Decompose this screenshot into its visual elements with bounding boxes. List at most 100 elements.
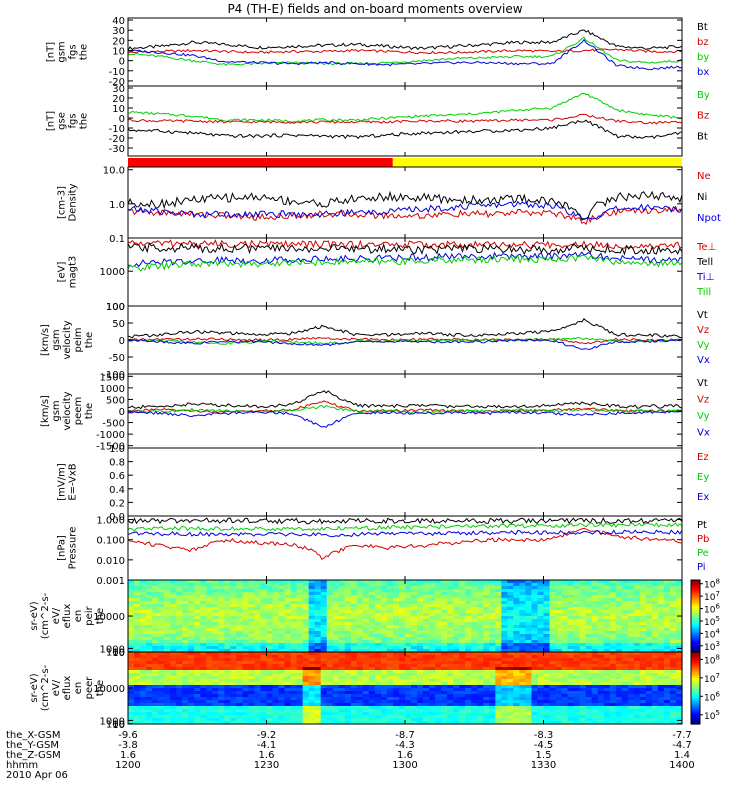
spectrogram-cell	[386, 670, 394, 674]
spectrogram-cell	[290, 664, 298, 668]
spectrogram-cell	[152, 580, 159, 584]
spectrogram-cell	[441, 658, 448, 662]
spectrogram-cell	[386, 652, 394, 656]
spectrogram-cell	[368, 616, 376, 620]
spectrogram-cell	[645, 616, 653, 620]
spectrogram-cell	[320, 637, 328, 641]
spectrogram-cell	[405, 721, 412, 725]
spectrogram-cell	[290, 595, 298, 599]
colorbar-swatch	[691, 635, 700, 637]
spectrogram-cell	[290, 670, 298, 674]
spectrogram-cell	[152, 601, 159, 605]
spectrogram-cell	[326, 718, 334, 722]
spectrogram-cell	[573, 619, 581, 623]
spectrogram-cell	[657, 700, 665, 704]
spectrogram-cell	[128, 589, 135, 593]
spectrogram-cell	[260, 589, 268, 593]
spectrogram-cell	[537, 586, 545, 590]
spectrogram-cell	[152, 646, 159, 650]
footer-value: 1.6	[120, 750, 136, 761]
spectrogram-cell	[615, 616, 623, 620]
spectrogram-cell	[188, 706, 195, 710]
spectrogram-cell	[483, 655, 490, 659]
spectrogram-cell	[507, 613, 514, 617]
spectrogram-cell	[543, 607, 551, 611]
spectrogram-cell	[531, 589, 539, 593]
legend-Pi: Pi	[697, 562, 706, 573]
spectrogram-cell	[597, 610, 605, 614]
spectrogram-cell	[362, 643, 370, 647]
spectrogram-cell	[326, 670, 334, 674]
spectrogram-cell	[386, 616, 394, 620]
spectrogram-cell	[477, 697, 484, 701]
spectrogram-cell	[236, 631, 244, 635]
spectrogram-cell	[633, 694, 641, 698]
spectrogram-cell	[314, 655, 322, 659]
spectrogram-cell	[152, 637, 159, 641]
spectrogram-cell	[206, 658, 213, 662]
spectrogram-cell	[597, 640, 605, 644]
spectrogram-cell	[200, 679, 207, 683]
spectrogram-cell	[549, 709, 557, 713]
spectrogram-cell	[543, 721, 551, 725]
spectrogram-cell	[537, 709, 545, 713]
spectrogram-cell	[495, 709, 502, 713]
spectrogram-cell	[453, 715, 460, 719]
spectrogram-cell	[248, 655, 256, 659]
spectrogram-cell	[453, 640, 460, 644]
spectrogram-cell	[146, 580, 153, 584]
spectrogram-cell	[284, 610, 292, 614]
spectrogram-cell	[254, 712, 262, 716]
spectrogram-cell	[513, 691, 521, 695]
spectrogram-cell	[200, 664, 207, 668]
spectrogram-cell	[224, 610, 231, 614]
spectrogram-cell	[344, 580, 352, 584]
spectrogram-cell	[230, 694, 237, 698]
spectrogram-cell	[368, 688, 376, 692]
spectrogram-cell	[423, 640, 430, 644]
spectrogram-cell	[278, 634, 286, 638]
spectrogram-cell	[158, 613, 165, 617]
spectrogram-cell	[633, 586, 641, 590]
spectrogram-cell	[465, 610, 472, 614]
spectrogram-cell	[380, 637, 388, 641]
colorbar-swatch	[691, 648, 700, 651]
spectrogram-cell	[266, 721, 274, 725]
spectrogram-cell	[254, 646, 262, 650]
spectrogram-cell	[441, 601, 448, 605]
spectrogram-cell	[675, 676, 683, 680]
spectrogram-cell	[242, 586, 250, 590]
spectrogram-cell	[374, 592, 382, 596]
spectrogram-cell	[621, 634, 629, 638]
spectrogram-cell	[555, 589, 563, 593]
spectrogram-cell	[218, 697, 225, 701]
spectrogram-cell	[302, 649, 310, 653]
spectrogram-cell	[386, 688, 394, 692]
spectrogram-cell	[146, 652, 153, 656]
spectrogram-cell	[609, 604, 617, 608]
spectrogram-cell	[507, 697, 514, 701]
footer-value: 1200	[115, 760, 140, 771]
spectrogram-cell	[302, 583, 310, 587]
spectrogram-cell	[525, 715, 533, 719]
spectrogram-cell	[200, 652, 207, 656]
spectrogram-cell	[392, 673, 400, 677]
spectrogram-cell	[224, 595, 231, 599]
spectrogram-cell	[525, 664, 533, 668]
spectrogram-cell	[374, 679, 382, 683]
spectrogram-cell	[332, 610, 340, 614]
spectrogram-cell	[230, 598, 237, 602]
legend-Ey: Ey	[697, 472, 709, 483]
spectrogram-cell	[405, 628, 412, 632]
spectrogram-cell	[326, 583, 334, 587]
spectrogram-cell	[471, 619, 478, 623]
spectrogram-cell	[296, 652, 304, 656]
spectrogram-cell	[621, 667, 629, 671]
spectrogram-cell	[579, 673, 587, 677]
spectrogram-cell	[621, 643, 629, 647]
y-axis-label-line: peer	[84, 676, 95, 700]
spectrogram-cell	[429, 619, 436, 623]
spectrogram-cell	[392, 637, 400, 641]
spectrogram-cell	[188, 613, 195, 617]
